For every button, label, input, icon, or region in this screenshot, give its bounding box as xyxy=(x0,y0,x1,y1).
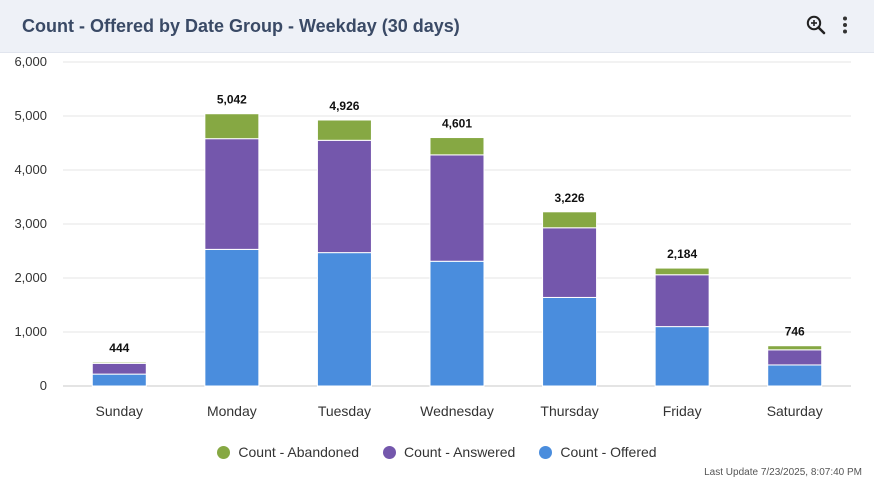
bar-segment[interactable] xyxy=(767,345,823,351)
legend-swatch-abandoned xyxy=(217,445,231,459)
bar-segment[interactable] xyxy=(429,154,485,262)
bar-segment[interactable] xyxy=(204,138,260,250)
x-tick-label: Sunday xyxy=(96,403,143,419)
legend-item-offered[interactable]: Count - Offered xyxy=(539,440,657,464)
bar-segment[interactable] xyxy=(91,373,147,387)
x-tick-label: Saturday xyxy=(767,403,823,419)
legend-swatch-answered xyxy=(383,445,397,459)
chart-legend: Count - Abandoned Count - Answered Count… xyxy=(0,440,874,464)
bar-segment[interactable] xyxy=(654,274,710,328)
bar-segment[interactable] xyxy=(204,113,260,140)
bar-segment[interactable] xyxy=(204,248,260,387)
bar-segment[interactable] xyxy=(316,139,372,254)
y-tick-label: 1,000 xyxy=(14,324,47,339)
bar-segment[interactable] xyxy=(316,252,372,387)
legend-swatch-offered xyxy=(539,445,553,459)
zoom-in-icon[interactable] xyxy=(805,14,827,36)
legend-label-offered: Count - Offered xyxy=(560,444,657,460)
x-tick-label: Wednesday xyxy=(420,403,494,419)
y-tick-label: 0 xyxy=(40,378,47,393)
x-tick-label: Monday xyxy=(207,403,257,419)
bar-segment[interactable] xyxy=(767,364,823,387)
x-tick-label: Friday xyxy=(663,403,702,419)
chart-header: Count - Offered by Date Group - Weekday … xyxy=(0,0,874,53)
y-tick-label: 2,000 xyxy=(14,270,47,285)
vertical-ellipsis-icon[interactable] xyxy=(834,14,856,36)
bar-segment[interactable] xyxy=(542,227,598,298)
legend-label-answered: Count - Answered xyxy=(404,444,516,460)
bar-total-label: 444 xyxy=(109,341,129,355)
legend-item-abandoned[interactable]: Count - Abandoned xyxy=(217,440,359,464)
legend-item-answered[interactable]: Count - Answered xyxy=(383,440,515,464)
bar-segment[interactable] xyxy=(542,296,598,387)
legend-label-abandoned: Count - Abandoned xyxy=(238,444,360,460)
y-tick-label: 5,000 xyxy=(14,108,47,123)
bar-total-label: 3,226 xyxy=(555,191,585,205)
bar-total-label: 4,926 xyxy=(329,99,359,113)
bar-total-label: 4,601 xyxy=(442,117,472,131)
bar-segment[interactable] xyxy=(654,326,710,387)
bar-segment[interactable] xyxy=(316,119,372,141)
bar-total-label: 2,184 xyxy=(667,247,697,261)
chart-title: Count - Offered by Date Group - Weekday … xyxy=(22,16,460,36)
bar-total-label: 5,042 xyxy=(217,93,247,107)
x-tick-label: Thursday xyxy=(540,403,598,419)
stacked-bar-chart: 0 1,000 2,000 3,000 4,000 5,000 6,000 444 Sunday… xyxy=(14,54,851,419)
bar-segment[interactable] xyxy=(91,362,147,375)
y-tick-label: 4,000 xyxy=(14,162,47,177)
y-tick-label: 3,000 xyxy=(14,216,47,231)
bar-segment[interactable] xyxy=(654,267,710,276)
x-tick-label: Tuesday xyxy=(318,403,371,419)
last-update-text: Last Update 7/23/2025, 8:07:40 PM xyxy=(704,467,862,478)
bar-segment[interactable] xyxy=(767,349,823,366)
y-tick-label: 6,000 xyxy=(14,54,47,69)
bar-segment[interactable] xyxy=(91,361,147,364)
bar-total-label: 746 xyxy=(785,325,805,339)
bar-segment[interactable] xyxy=(542,211,598,229)
bar-segment[interactable] xyxy=(429,137,485,156)
bar-segment[interactable] xyxy=(429,260,485,387)
